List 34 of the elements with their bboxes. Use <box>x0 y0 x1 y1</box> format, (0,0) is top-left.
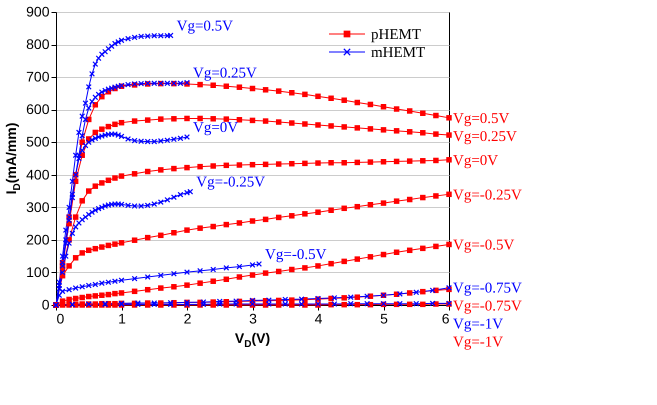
y-tick-label: 700 <box>26 68 50 85</box>
annotation: Vg=0.25V <box>453 128 518 145</box>
x-tick-label: 5 <box>380 310 388 326</box>
y-tick-label: 300 <box>26 198 50 215</box>
x-tick-label: 6 <box>442 310 450 326</box>
y-tick-label: 400 <box>26 166 50 182</box>
annotation: Vg=-1V <box>453 334 504 351</box>
x-tick-label: 3 <box>249 310 258 326</box>
annotation: Vg=-0.25V <box>196 174 266 191</box>
y-tick-label: 800 <box>26 36 50 52</box>
x-tick-label: 4 <box>314 310 323 326</box>
annotation: Vg=-1V <box>453 316 504 333</box>
annotation: Vg=0.25V <box>193 66 258 82</box>
annotation: Vg=0V <box>193 120 238 136</box>
y-axis-title: ID(mA/mm) <box>3 122 23 194</box>
annotation: Vg=-0.5V <box>453 237 515 254</box>
annotation: Vg=0.5V <box>176 18 234 34</box>
x-tick-label: 1 <box>118 310 126 326</box>
annotation: Vg=-0.5V <box>265 246 327 263</box>
y-tick-label: 100 <box>26 264 50 280</box>
annotation: Vg=-0.25V <box>453 187 522 204</box>
y-tick-label: 0 <box>42 296 50 312</box>
y-tick-label: 600 <box>26 101 50 118</box>
x-tick-label: 2 <box>184 310 192 326</box>
annotation: Vg=-0.75V <box>453 298 522 315</box>
annotation: Vg=0.5V <box>453 110 510 127</box>
annotation: Vg=-0.75V <box>453 280 522 297</box>
legend-label: mHEMT <box>371 45 426 61</box>
y-tick-label: 200 <box>26 231 50 248</box>
y-tick-label: 900 <box>26 4 50 20</box>
x-tick-label: 0 <box>56 310 64 326</box>
legend-label: pHEMT <box>371 27 421 43</box>
annotation: Vg=0V <box>453 152 498 169</box>
y-tick-label: 500 <box>26 134 50 150</box>
